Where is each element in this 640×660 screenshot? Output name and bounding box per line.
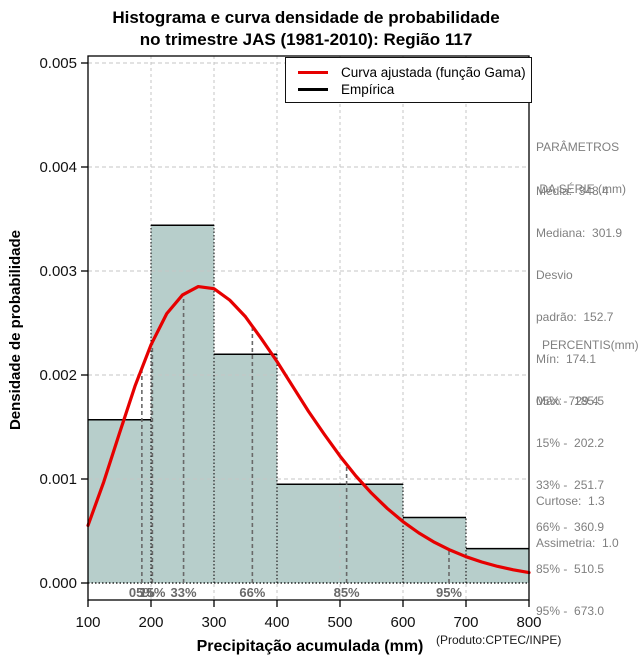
legend-label-empirical: Empírica — [341, 82, 395, 97]
pct-95: 95% - 673.0 — [536, 604, 605, 618]
svg-text:95%: 95% — [436, 585, 462, 600]
svg-text:85%: 85% — [334, 585, 360, 600]
chart-title-line1: Histograma e curva densidade de probabil… — [112, 8, 500, 27]
percentis-values: 05% - 185.5 15% - 202.2 33% - 251.7 66% … — [536, 366, 604, 646]
legend-item-gamma: Curva ajustada (função Gama) — [286, 64, 531, 81]
stat-mediana: Mediana: 301.9 — [536, 226, 623, 240]
svg-text:66%: 66% — [239, 585, 265, 600]
pct-15: 15% - 202.2 — [536, 436, 605, 450]
svg-text:0.003: 0.003 — [39, 263, 77, 280]
stat-max: Máx: 729.4 — [536, 394, 599, 408]
svg-text:0.004: 0.004 — [39, 159, 77, 176]
shape-stats: Curtose: 1.3 Assimetria: 1.0 — [536, 466, 619, 578]
stat-media: Média: 348.4 — [536, 184, 609, 198]
svg-text:700: 700 — [453, 614, 478, 631]
stat-desvio-word: Desvio — [536, 268, 573, 282]
svg-text:33%: 33% — [171, 585, 197, 600]
stats-sidebar: PARÂMETROS DA SÉRIE (mm) Média: 348.4 Me… — [536, 106, 640, 618]
percentis-title: PERCENTIS(mm) — [542, 338, 639, 352]
svg-text:05%: 05% — [129, 585, 155, 600]
stat-assimetria: Assimetria: 1.0 — [536, 536, 619, 550]
stat-desvio-value: padrão: 152.7 — [536, 310, 614, 324]
svg-text:400: 400 — [264, 614, 289, 631]
svg-text:500: 500 — [327, 614, 352, 631]
svg-text:600: 600 — [390, 614, 415, 631]
black-line-swatch — [298, 88, 328, 91]
svg-text:200: 200 — [138, 614, 163, 631]
chart-title-line2: no trimestre JAS (1981-2010): Região 117 — [139, 30, 473, 49]
svg-text:0.000: 0.000 — [39, 575, 77, 592]
svg-text:800: 800 — [516, 614, 541, 631]
pct-33: 33% - 251.7 — [536, 478, 605, 492]
svg-text:300: 300 — [201, 614, 226, 631]
y-axis-label: Densidade de probabilidade — [7, 229, 24, 431]
params-title: PARÂMETROS DA SÉRIE (mm) — [536, 112, 626, 224]
pct-66: 66% - 360.9 — [536, 520, 605, 534]
gamma-curve — [86, 285, 531, 575]
percentile-lines: 05%15% 33% 66% 85% 95% — [129, 293, 462, 600]
product-note: (Produto:CPTEC/INPE) — [436, 633, 562, 647]
plot-frame-and-ticks: 0.000 0.001 0.002 0.003 0.004 0.005 100 200 300 4… — [39, 55, 541, 631]
histogram-bars — [88, 225, 529, 584]
params-title-line1: PARÂMETROS — [536, 140, 620, 154]
legend-box: Curva ajustada (função Gama) Empírica — [285, 57, 532, 103]
legend-label-gamma: Curva ajustada (função Gama) — [341, 65, 526, 80]
svg-text:0.002: 0.002 — [39, 367, 77, 384]
pct-05: 05% - 185.5 — [536, 394, 605, 408]
pct-85: 85% - 510.5 — [536, 562, 605, 576]
svg-text:100: 100 — [75, 614, 100, 631]
chart-title: Histograma e curva densidade de probabil… — [0, 7, 612, 51]
svg-text:0.001: 0.001 — [39, 471, 77, 488]
params-title-line2: DA SÉRIE (mm) — [536, 182, 627, 196]
params-values: Média: 348.4 Mediana: 301.9 Desvio padrã… — [536, 156, 622, 436]
stat-min: Mín: 174.1 — [536, 352, 597, 366]
stat-curtose: Curtose: 1.3 — [536, 494, 605, 508]
svg-text:0.005: 0.005 — [39, 55, 77, 72]
red-line-swatch — [298, 71, 328, 74]
svg-text:15%: 15% — [139, 585, 165, 600]
legend-item-empirical: Empírica — [286, 81, 531, 98]
x-axis-label: Precipitação acumulada (mm) — [196, 638, 424, 655]
